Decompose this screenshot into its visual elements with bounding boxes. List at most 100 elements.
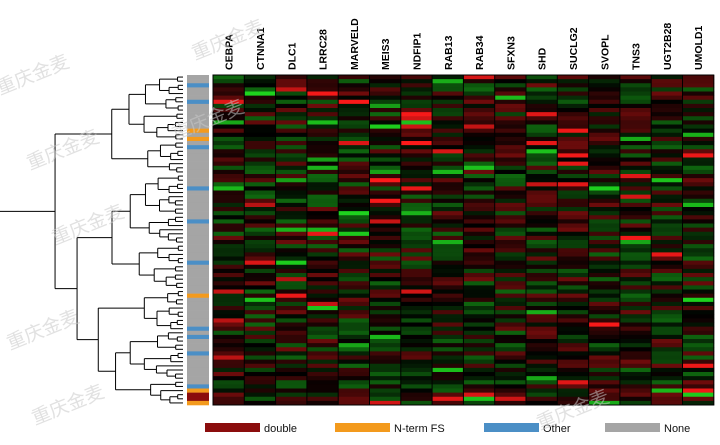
heatmap-cell — [619, 306, 652, 311]
heatmap-cell — [651, 351, 683, 356]
heatmap-cell — [494, 87, 527, 92]
heatmap-cell — [275, 190, 308, 196]
heatmap-cell — [275, 202, 308, 208]
heatmap-cell — [682, 219, 715, 224]
heatmap-cell — [432, 252, 464, 257]
heatmap-cell — [557, 285, 589, 290]
heatmap-cell — [494, 289, 527, 295]
heatmap-cell — [432, 289, 464, 295]
heatmap-cell — [369, 79, 402, 84]
heatmap-cell — [432, 75, 464, 80]
heatmap-cell — [463, 285, 496, 290]
heatmap-cell — [432, 248, 464, 253]
heatmap-cell — [400, 75, 433, 80]
heatmap-cell — [651, 75, 683, 80]
heatmap-cell — [213, 79, 245, 84]
heatmap-cell — [651, 116, 683, 121]
heatmap-cell — [494, 223, 527, 229]
heatmap-cell — [400, 95, 433, 101]
column-label: SHD — [537, 47, 549, 70]
heatmap-cell — [338, 268, 370, 274]
heatmap-cell — [557, 240, 589, 245]
heatmap-cell — [651, 388, 683, 394]
heatmap-cell — [682, 141, 715, 146]
heatmap-cell — [619, 149, 652, 154]
heatmap-cell — [526, 116, 558, 121]
heatmap-cell — [651, 359, 683, 365]
heatmap-cell — [369, 128, 402, 134]
heatmap-cell — [557, 359, 589, 365]
heatmap-cell — [588, 400, 621, 406]
heatmap-cell — [619, 281, 652, 286]
heatmap-cell — [682, 372, 715, 377]
annotation-cell — [187, 334, 209, 340]
heatmap-cell — [463, 165, 496, 171]
heatmap-cell — [400, 219, 433, 224]
heatmap-cell — [526, 198, 558, 204]
heatmap-cell — [463, 215, 496, 220]
legend-swatch — [205, 423, 260, 432]
heatmap-cell — [494, 190, 527, 196]
heatmap-cell — [682, 108, 715, 113]
heatmap-cell — [494, 169, 527, 175]
heatmap-cell — [369, 95, 402, 101]
heatmap-cell — [306, 351, 339, 356]
heatmap-cell — [275, 79, 308, 84]
heatmap-cell — [494, 108, 527, 113]
heatmap-cell — [682, 293, 715, 299]
heatmap-cell — [275, 174, 308, 179]
heatmap-cell — [526, 400, 558, 406]
heatmap-cell — [338, 174, 370, 179]
heatmap-cell — [651, 120, 683, 125]
heatmap-cell — [588, 169, 621, 175]
annotation-cell — [187, 367, 209, 373]
heatmap-cell — [494, 161, 527, 167]
heatmap-cell — [400, 384, 433, 389]
heatmap-cell — [494, 285, 527, 290]
heatmap-cell — [369, 330, 402, 336]
heatmap-cell — [306, 99, 339, 105]
heatmap-cell — [619, 367, 652, 373]
heatmap-cell — [400, 281, 433, 286]
heatmap-cell — [400, 314, 433, 319]
heatmap-cell — [275, 145, 308, 150]
annotation-cell — [187, 388, 209, 393]
heatmap-cell — [369, 202, 402, 208]
heatmap-cell — [244, 372, 276, 377]
heatmap-cell — [619, 252, 652, 257]
heatmap-cell — [619, 165, 652, 171]
heatmap-cell — [432, 330, 464, 336]
heatmap-cell — [369, 231, 402, 237]
heatmap-cell — [494, 388, 527, 394]
heatmap-cell — [651, 136, 683, 142]
heatmap-cell — [369, 174, 402, 179]
column-label: UMOLD1 — [693, 26, 705, 70]
heatmap-cell — [244, 153, 276, 158]
heatmap-cell — [400, 157, 433, 163]
heatmap-cell — [682, 202, 715, 208]
heatmap-cell — [494, 248, 527, 253]
heatmap-cell — [400, 285, 433, 290]
heatmap-cell — [432, 227, 464, 233]
annotation-cell — [187, 145, 209, 150]
heatmap-cell — [557, 211, 589, 216]
annotation-cell — [187, 141, 209, 146]
heatmap-cell — [244, 334, 276, 340]
heatmap-cell — [213, 145, 245, 150]
heatmap-cell — [588, 128, 621, 134]
heatmap-cell — [369, 198, 402, 204]
heatmap-cell — [338, 75, 370, 80]
heatmap-cell — [651, 363, 683, 369]
heatmap-cell — [557, 367, 589, 373]
heatmap-cell — [275, 240, 308, 245]
heatmap-cell — [619, 392, 652, 398]
heatmap-cell — [213, 289, 245, 295]
heatmap-cell — [369, 264, 402, 270]
heatmap-cell — [432, 207, 464, 212]
heatmap-cell — [338, 182, 370, 187]
heatmap-cell — [557, 79, 589, 84]
heatmap-cell — [400, 400, 433, 406]
annotation-cell — [187, 363, 209, 369]
heatmap-cell — [463, 211, 496, 216]
heatmap-cell — [651, 207, 683, 212]
